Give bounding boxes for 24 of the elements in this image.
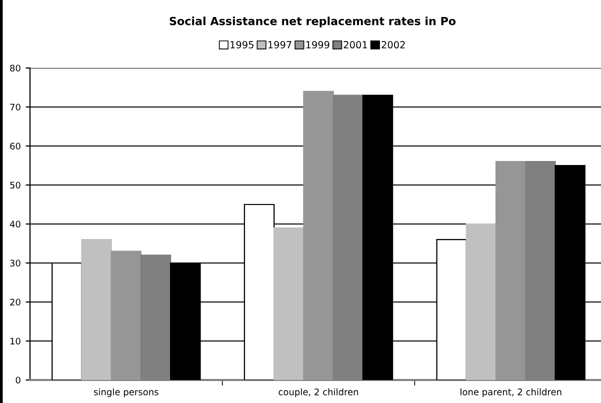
bar [466,223,497,380]
x-tick-label: single persons [94,388,158,398]
bar [495,161,526,380]
bar [110,250,142,380]
y-tick-label: 60 [10,142,20,150]
y-tick-label: 20 [10,298,20,306]
legend-label: 2002 [382,41,405,48]
y-tick-label: 80 [10,64,20,72]
legend-label: 1999 [306,41,330,48]
y-tick-label: 40 [10,220,20,228]
y-tick-label: 30 [10,260,20,267]
y-tick-label: 70 [10,104,20,111]
y-tick-label: 10 [10,338,20,345]
x-tick-label: lone parent, 2 children [460,388,562,398]
bar [303,90,334,380]
x-tick-label: couple, 2 children [278,388,358,398]
chart-title: Social Assistance net replacement rates in Po [170,16,456,28]
legend-label: 1995 [230,41,254,48]
bar [81,239,112,380]
y-tick-label: 0 [16,376,20,384]
legend-label: 1997 [268,41,292,48]
bar [274,227,304,380]
legend-label: 2001 [344,41,367,48]
y-tick-label: 50 [10,182,20,189]
